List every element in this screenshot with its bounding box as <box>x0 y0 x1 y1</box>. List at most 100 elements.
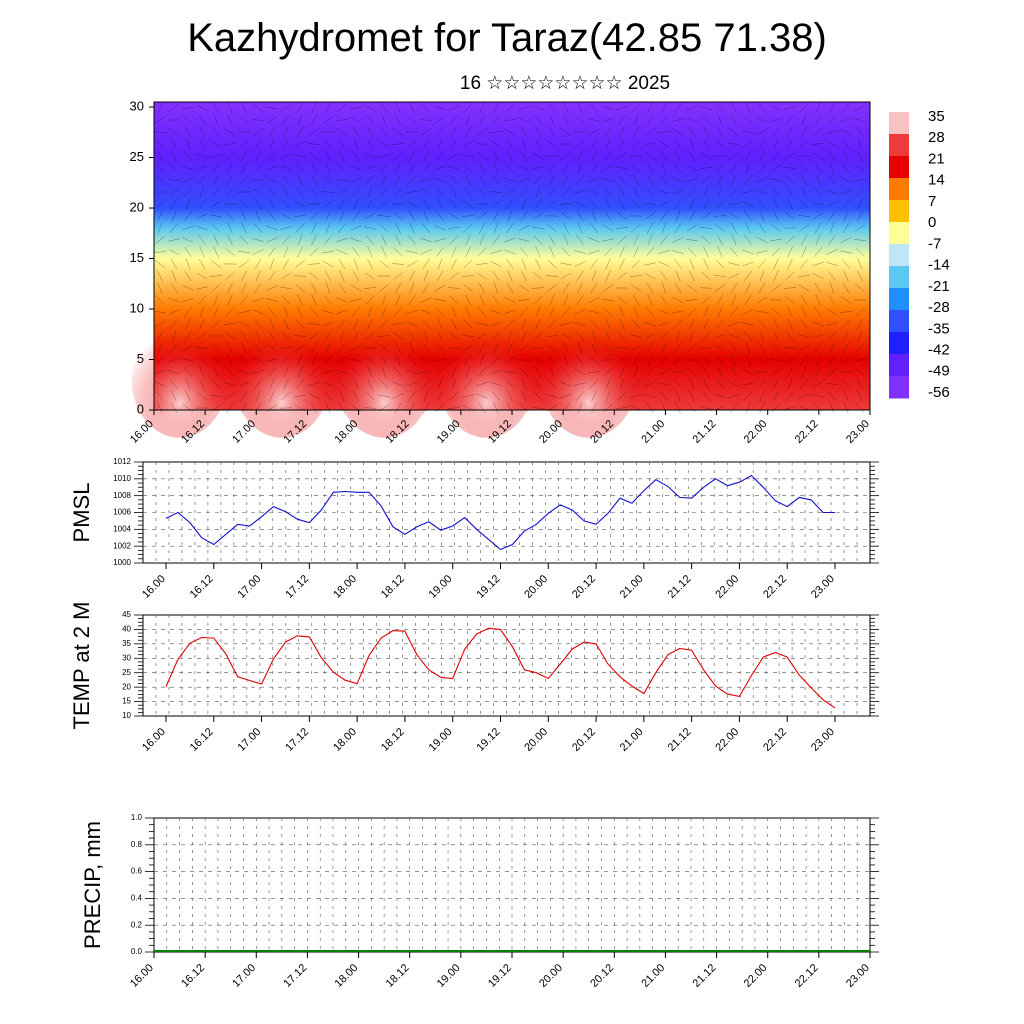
colorbar-swatch <box>889 376 909 399</box>
y-tick-label: 0 <box>137 401 144 416</box>
x-tick-label: 16.12 <box>188 726 216 754</box>
x-tick-label: 18.12 <box>379 726 407 754</box>
y-tick-label: 0.0 <box>131 947 143 956</box>
x-tick-label: 23.00 <box>844 962 872 990</box>
temp-panel: 10 15 20 25 30 35 40 45 16.00 16.12 17.00 17.12 18.0… <box>69 602 879 754</box>
x-tick-label: 21.00 <box>639 418 667 446</box>
y-axis-label: PMSL <box>69 483 94 543</box>
y-tick-label: 45 <box>122 610 131 619</box>
x-tick-label: 19.00 <box>435 962 463 990</box>
colorbar-label: -49 <box>928 363 950 380</box>
y-tick-label: 15 <box>130 250 144 265</box>
colorbar-label: -21 <box>928 278 950 295</box>
y-tick-label: 1.0 <box>131 813 143 822</box>
x-tick-label: 22.00 <box>713 726 741 754</box>
colorbar-label: -42 <box>928 342 950 359</box>
colorbar-swatch <box>889 354 909 377</box>
x-tick-label: 22.12 <box>761 573 789 601</box>
colorbar: 35 28 21 14 7 0 -7 -14 -21 -28 -35 -42 -49 -56 <box>889 108 950 401</box>
x-tick-label: 18.12 <box>384 962 412 990</box>
y-tick-label: 25 <box>130 149 144 164</box>
warm-afternoon-spot <box>336 321 433 438</box>
y-tick-label: 0.6 <box>131 867 143 876</box>
series-line <box>165 474 835 551</box>
colorbar-swatch <box>889 222 909 245</box>
x-tick-label: 18.00 <box>333 962 361 990</box>
warm-afternoon-spot <box>233 321 330 438</box>
y-tick-label: 0.4 <box>131 894 143 903</box>
x-tick-label: 21.00 <box>618 573 646 601</box>
x-tick-label: 16.00 <box>128 962 156 990</box>
y-tick-label: 1008 <box>113 491 131 500</box>
warm-afternoon-spot <box>438 321 535 438</box>
x-tick-label: 17.00 <box>236 726 264 754</box>
y-tick-label: 1000 <box>113 558 131 567</box>
x-tick-label: 17.00 <box>236 573 264 601</box>
x-tick-label: 16.12 <box>179 962 207 990</box>
y-tick-label: 25 <box>122 668 131 677</box>
y-tick-label: 0.8 <box>131 840 143 849</box>
colorbar-label: 21 <box>928 150 945 167</box>
x-tick-label: 22.00 <box>713 573 741 601</box>
x-tick-label: 23.00 <box>809 573 837 601</box>
x-tick-label: 23.00 <box>844 418 872 446</box>
colorbar-swatch <box>889 332 909 355</box>
precip-panel: 0.0 0.2 0.4 0.6 0.8 1.0 16.00 16.12 17.00 17.12 18… <box>80 813 879 990</box>
colorbar-label: 28 <box>928 129 945 146</box>
y-tick-label: 0.2 <box>131 920 143 929</box>
y-tick-label: 10 <box>130 300 144 315</box>
x-tick-label: 20.00 <box>522 573 550 601</box>
colorbar-swatch <box>889 310 909 333</box>
x-tick-label: 23.00 <box>809 726 837 754</box>
colorbar-swatch <box>889 200 909 223</box>
x-tick-label: 17.12 <box>283 726 311 754</box>
x-tick-label: 19.12 <box>474 726 502 754</box>
x-tick-label: 19.12 <box>486 962 514 990</box>
series-line <box>165 627 836 709</box>
colorbar-label: -7 <box>928 235 941 252</box>
x-tick-label: 20.12 <box>588 962 616 990</box>
colorbar-swatch <box>889 288 909 311</box>
colorbar-label: 7 <box>928 193 936 210</box>
x-tick-label: 18.12 <box>379 573 407 601</box>
y-tick-label: 30 <box>122 653 131 662</box>
colorbar-label: 0 <box>928 214 936 231</box>
colorbar-label: -35 <box>928 320 950 337</box>
warm-afternoon-spot <box>131 321 228 438</box>
x-tick-label: 22.12 <box>793 418 821 446</box>
x-tick-label: 22.00 <box>742 418 770 446</box>
y-tick-label: 10 <box>122 711 131 720</box>
colorbar-swatch <box>889 156 909 179</box>
x-tick-label: 16.12 <box>188 573 216 601</box>
y-tick-label: 30 <box>130 98 144 113</box>
colorbar-label: -56 <box>928 384 950 401</box>
y-tick-label: 1004 <box>113 524 131 533</box>
chart-title: Kazhydromet for Taraz(42.85 71.38) <box>187 16 827 60</box>
y-axis-label: TEMP at 2 M <box>69 602 94 730</box>
x-tick-label: 20.00 <box>537 962 565 990</box>
x-tick-label: 21.12 <box>691 418 719 446</box>
x-tick-label: 19.00 <box>427 726 455 754</box>
y-tick-label: 1010 <box>113 474 131 483</box>
wind-barbs <box>153 102 867 414</box>
y-tick-label: 20 <box>130 199 144 214</box>
x-tick-label: 18.00 <box>331 573 359 601</box>
y-tick-label: 40 <box>122 625 131 634</box>
x-tick-label: 20.12 <box>570 573 598 601</box>
warm-afternoon-spot <box>540 321 637 438</box>
x-tick-label: 22.12 <box>793 962 821 990</box>
colorbar-swatch <box>889 134 909 157</box>
chart-subtitle: 16 ☆☆☆☆☆☆☆☆ 2025 <box>459 73 671 94</box>
pmsl-panel: 1000 1002 1004 1006 1008 1010 1012 16.00 16.12 17… <box>69 457 879 601</box>
x-tick-label: 20.00 <box>522 726 550 754</box>
x-tick-label: 22.12 <box>761 726 789 754</box>
y-tick-label: 1012 <box>113 457 131 466</box>
y-tick-label: 15 <box>122 697 131 706</box>
colorbar-swatch <box>889 112 909 135</box>
colorbar-swatch <box>889 178 909 201</box>
x-tick-label: 19.12 <box>474 573 502 601</box>
y-tick-label: 1006 <box>113 508 131 517</box>
x-tick-label: 17.12 <box>283 573 311 601</box>
